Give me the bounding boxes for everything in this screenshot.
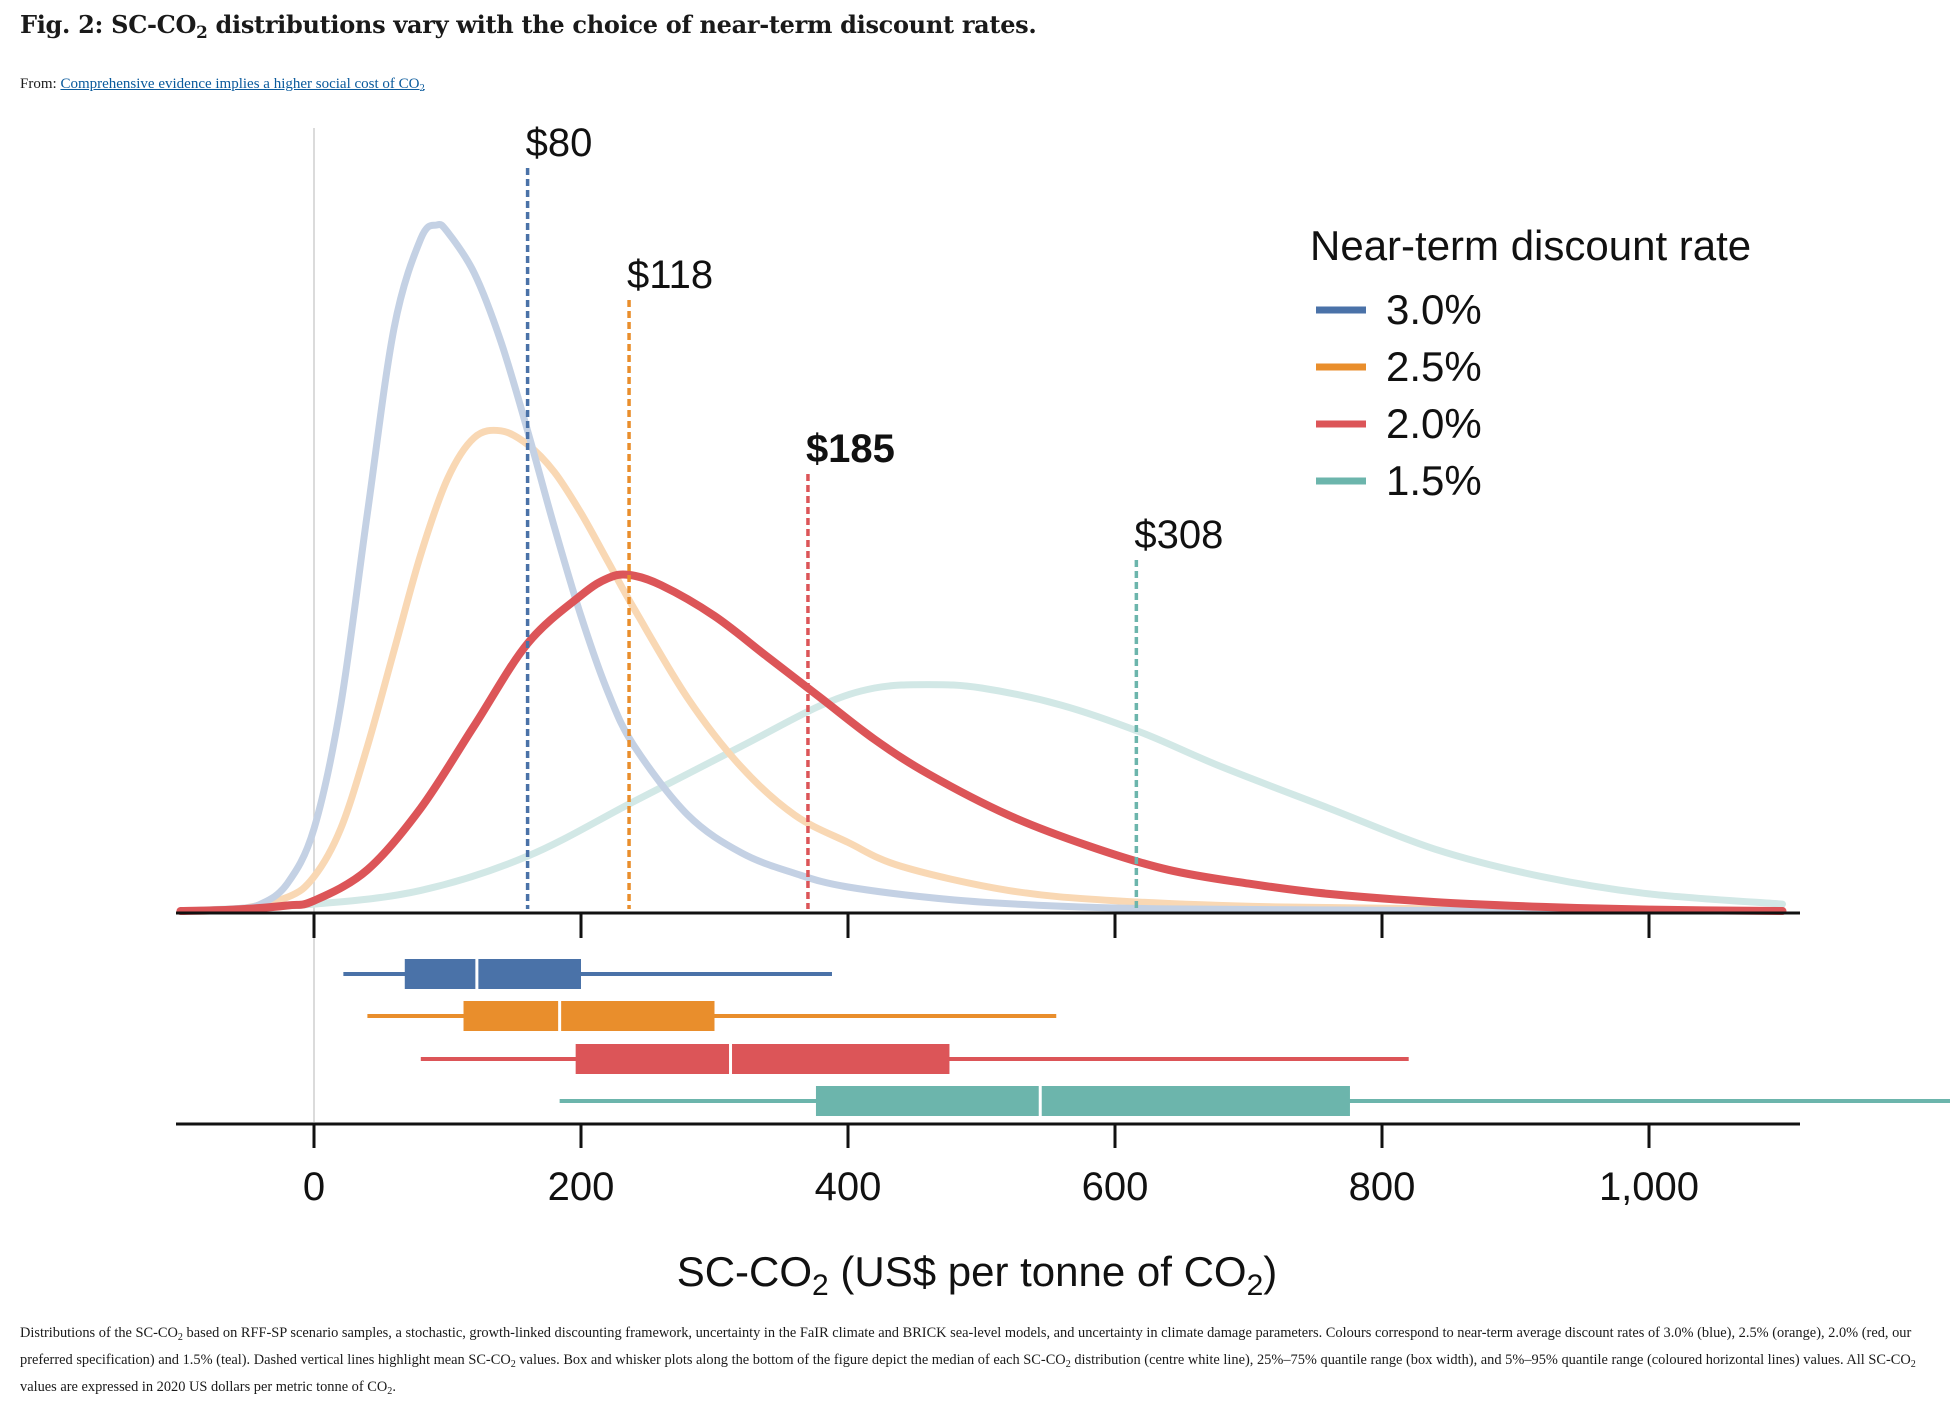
x-tick-label: 600 bbox=[1082, 1165, 1149, 1209]
box-3.0pct bbox=[404, 959, 581, 989]
caption-text: . bbox=[392, 1379, 396, 1395]
mean-label-1.5pct: $308 bbox=[1134, 513, 1223, 557]
x-axis-label: SC-CO2 (US$ per tonne of CO2) bbox=[677, 1248, 1278, 1300]
box-2.0pct bbox=[575, 1044, 950, 1074]
box-2.5pct bbox=[463, 1001, 715, 1031]
mean-label-2.5pct: $118 bbox=[627, 253, 713, 297]
caption-subscript: 2 bbox=[177, 1332, 183, 1344]
from-label: From: bbox=[20, 76, 61, 92]
caption-subscript: 2 bbox=[510, 1359, 516, 1371]
caption-text: Distributions of the SC-CO bbox=[20, 1325, 178, 1341]
caption-text: values. Box and whisker plots along the … bbox=[515, 1352, 1066, 1368]
x-tick-label: 200 bbox=[548, 1165, 615, 1209]
density-curve-2.0pct bbox=[176, 570, 1787, 915]
density-curve-2.5pct bbox=[177, 426, 1786, 915]
density-curve-1.5pct bbox=[177, 681, 1786, 915]
source-article-link[interactable]: Comprehensive evidence implies a higher … bbox=[60, 76, 425, 95]
chart: $80 $118 $185 $308 0 200 400 600 800 1,000 SC-CO2 … bbox=[176, 121, 1950, 1300]
caption-subscript: 2 bbox=[1910, 1359, 1916, 1371]
legend-label-1.5pct: 1.5% bbox=[1386, 457, 1482, 504]
figure-caption: Distributions of the SC-CO2 based on RFF… bbox=[20, 1320, 1935, 1401]
x-tick-label: 800 bbox=[1349, 1165, 1416, 1209]
box-1.5pct bbox=[815, 1086, 1350, 1116]
legend-label-3.0pct: 3.0% bbox=[1386, 286, 1482, 333]
x-tick-label: 400 bbox=[815, 1165, 882, 1209]
x-tick-label: 1,000 bbox=[1599, 1165, 1699, 1209]
x-tick-label: 0 bbox=[303, 1165, 325, 1209]
source-line: From: Comprehensive evidence implies a h… bbox=[20, 76, 425, 95]
legend-title: Near-term discount rate bbox=[1310, 222, 1751, 269]
density-curve-3.0pct bbox=[177, 221, 1786, 915]
mean-label-2.0pct: $185 bbox=[806, 427, 895, 471]
caption-text: values are expressed in 2020 US dollars … bbox=[20, 1379, 388, 1395]
figure-title: Fig. 2: SC-CO2 distributions vary with t… bbox=[20, 10, 1037, 43]
mean-label-3.0pct: $80 bbox=[526, 121, 593, 165]
caption-subscript: 2 bbox=[387, 1386, 393, 1398]
caption-text: based on RFF-SP scenario samples, a stoc… bbox=[20, 1325, 1912, 1368]
caption-text: distribution (centre white line), 25%–75… bbox=[1070, 1352, 1911, 1368]
legend-label-2.0pct: 2.0% bbox=[1386, 400, 1482, 447]
caption-subscript: 2 bbox=[1065, 1359, 1071, 1371]
legend-label-2.5pct: 2.5% bbox=[1386, 343, 1482, 390]
